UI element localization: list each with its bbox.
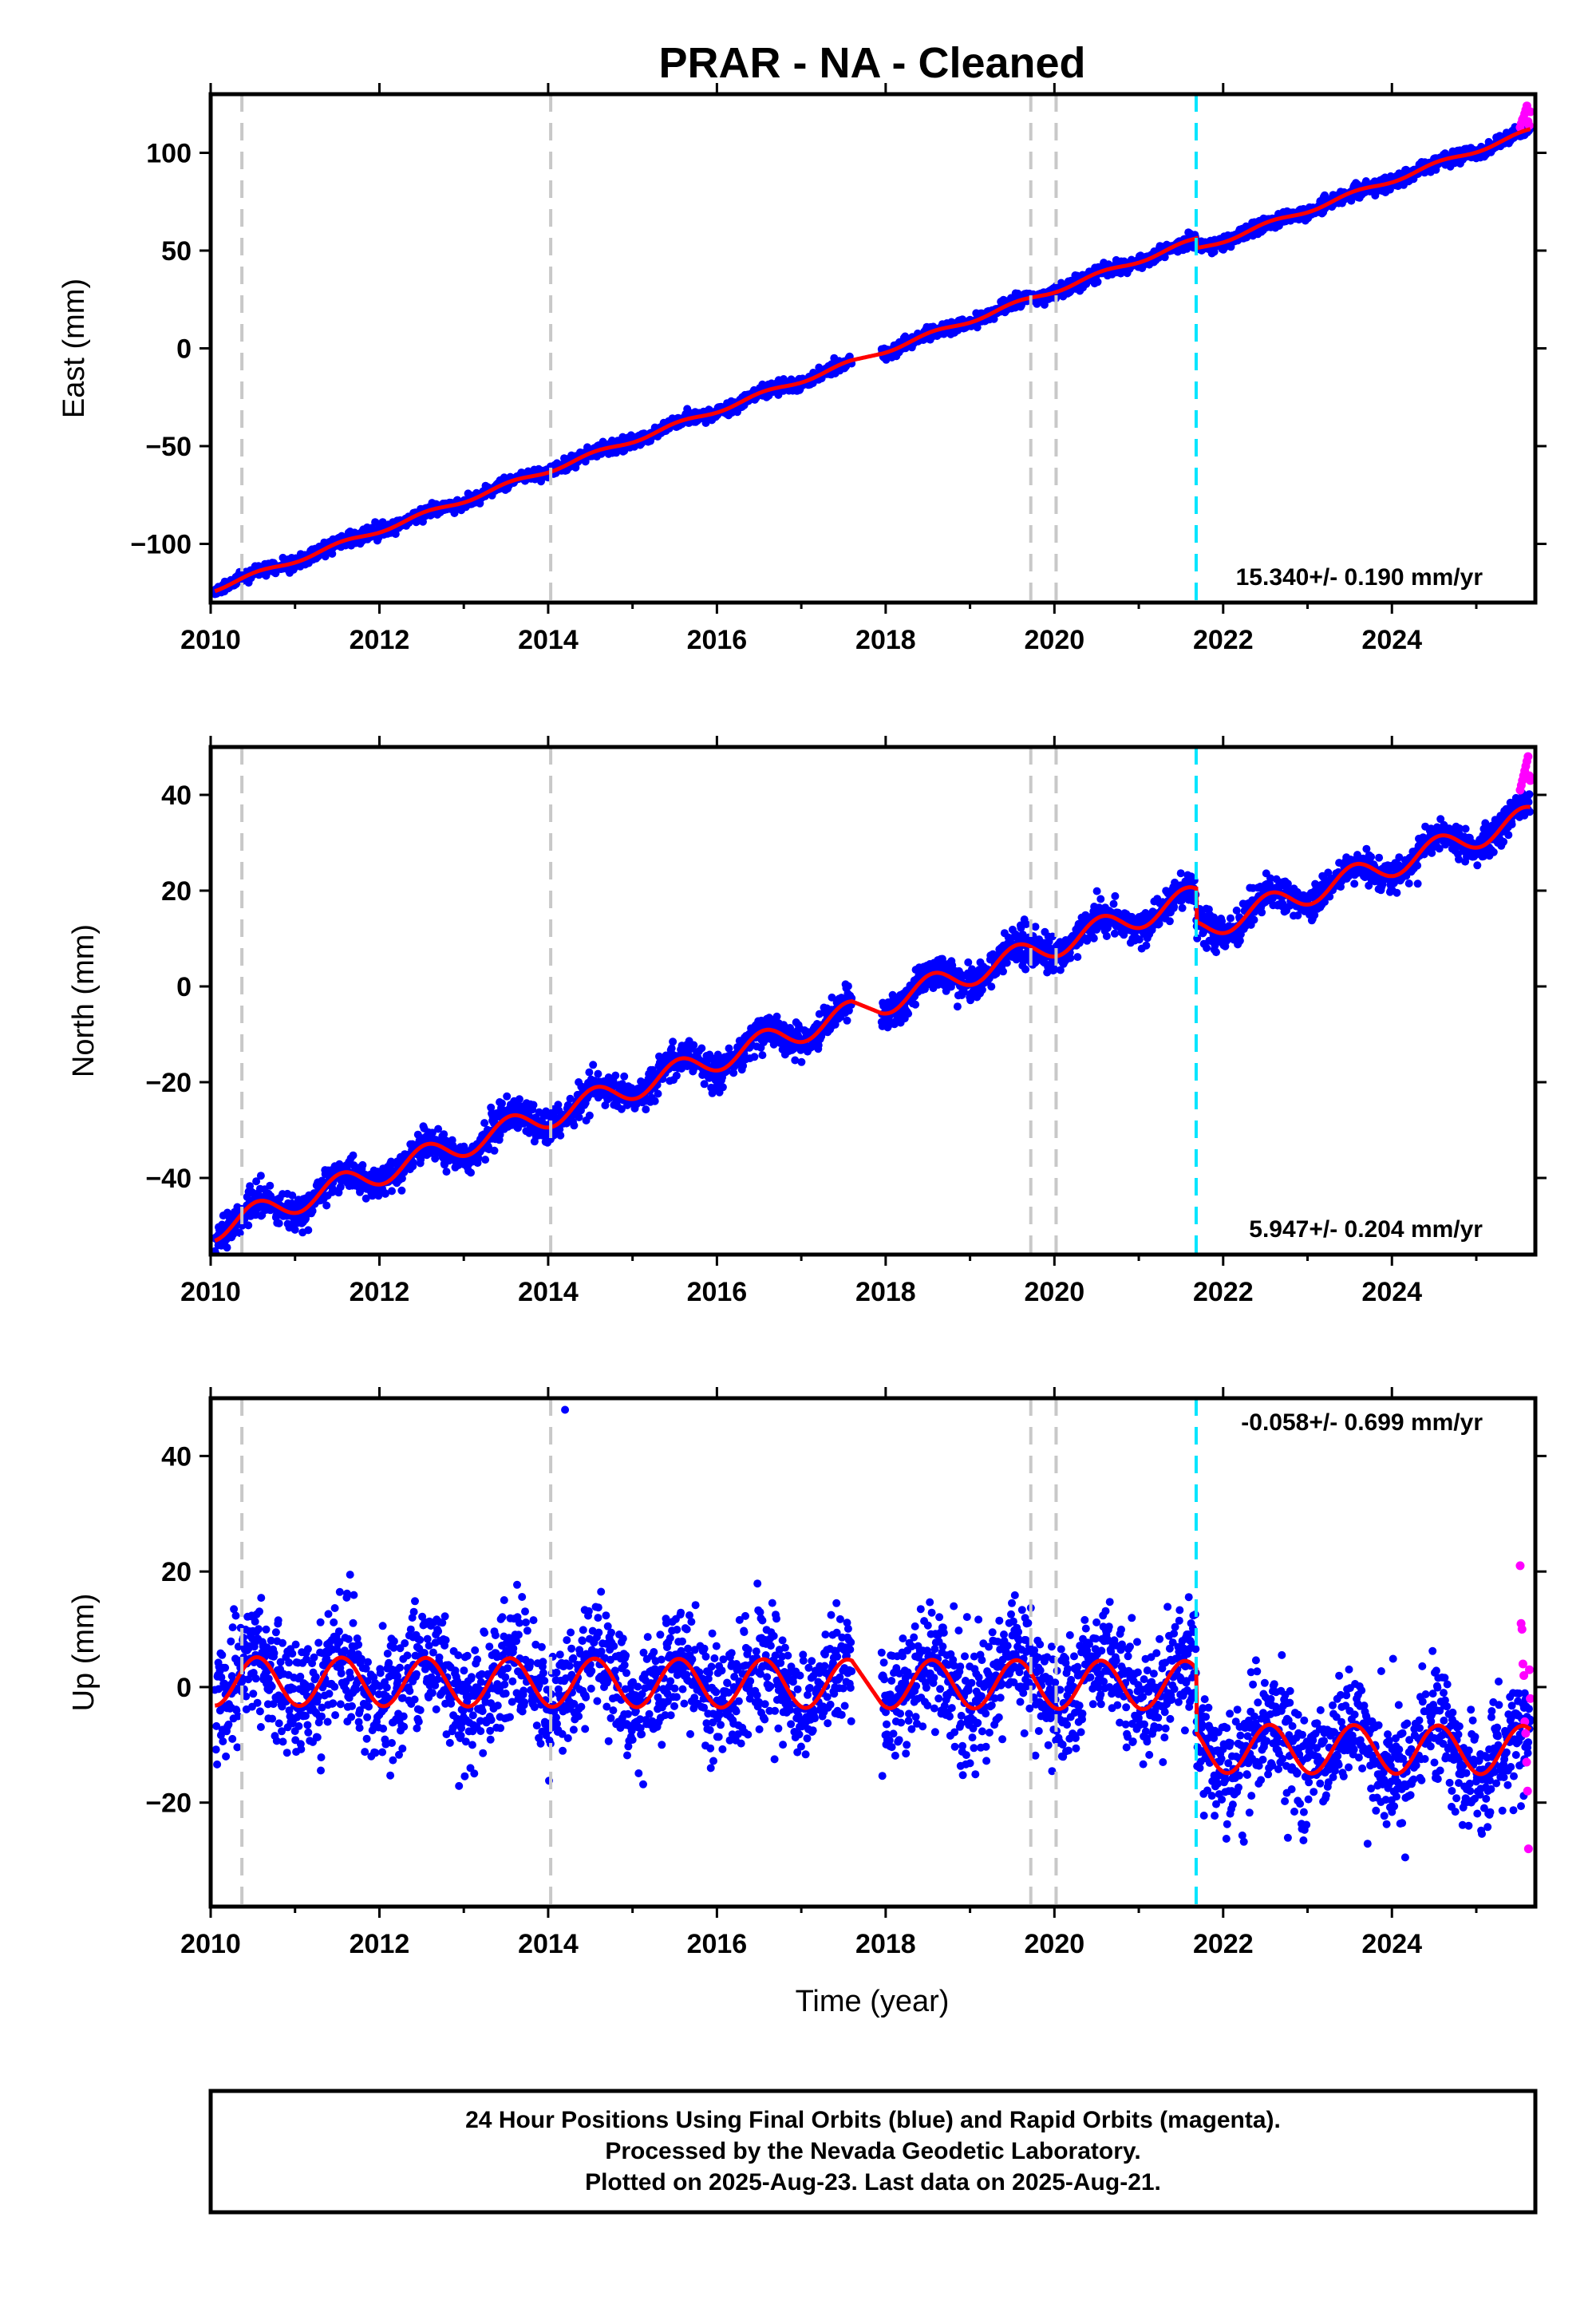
data-point bbox=[515, 1095, 523, 1104]
data-point bbox=[358, 1160, 367, 1169]
data-point bbox=[964, 958, 973, 966]
data-point bbox=[442, 1168, 451, 1176]
data-point bbox=[953, 1002, 962, 1011]
data-point bbox=[529, 1101, 538, 1109]
data-point bbox=[480, 1119, 489, 1128]
data-point bbox=[304, 1226, 313, 1235]
data-point bbox=[1021, 965, 1030, 974]
data-point bbox=[669, 1037, 678, 1046]
data-point bbox=[581, 457, 590, 466]
final-orbit-points bbox=[211, 788, 1534, 1255]
y-axis-label: East (mm) bbox=[57, 279, 91, 418]
data-point bbox=[1093, 278, 1102, 287]
rapid-point bbox=[1526, 107, 1535, 117]
data-point bbox=[490, 1146, 499, 1155]
data-point bbox=[575, 1113, 583, 1121]
data-point bbox=[397, 1174, 406, 1183]
data-point bbox=[978, 986, 986, 994]
data-point bbox=[336, 1183, 345, 1192]
x-tick-label: 2016 bbox=[687, 625, 748, 655]
figure-title: PRAR - NA - Cleaned bbox=[658, 39, 1085, 87]
data-point bbox=[1002, 958, 1011, 967]
x-tick-label: 2024 bbox=[1361, 625, 1422, 655]
y-tick-label: −50 bbox=[145, 432, 192, 462]
data-point bbox=[750, 1053, 759, 1061]
data-point bbox=[585, 1111, 594, 1120]
data-point bbox=[973, 323, 982, 332]
data-point bbox=[843, 1016, 851, 1025]
y-tick-label: 0 bbox=[176, 334, 192, 365]
y-tick-label: 100 bbox=[146, 139, 192, 169]
data-point bbox=[611, 1071, 620, 1080]
data-point bbox=[381, 1189, 389, 1198]
x-tick-label: 2018 bbox=[855, 625, 916, 655]
data-point bbox=[481, 1156, 490, 1164]
data-point bbox=[585, 1068, 594, 1077]
data-point bbox=[718, 1083, 727, 1092]
data-point bbox=[999, 967, 1007, 976]
data-point bbox=[288, 1192, 297, 1199]
data-point bbox=[308, 1207, 317, 1215]
data-point bbox=[397, 1186, 406, 1195]
data-point bbox=[391, 530, 400, 539]
y-tick-label: −100 bbox=[130, 530, 192, 560]
data-point bbox=[689, 1041, 698, 1049]
data-point bbox=[556, 1131, 565, 1140]
data-point bbox=[223, 1243, 231, 1252]
data-point bbox=[388, 1187, 396, 1196]
model-fit-line bbox=[214, 127, 1531, 594]
data-point bbox=[654, 1089, 662, 1098]
x-tick-label: 2022 bbox=[1193, 625, 1254, 655]
data-point bbox=[498, 1099, 506, 1108]
rate-label: 15.340+/- 0.190 mm/yr bbox=[1236, 564, 1483, 591]
data-point bbox=[672, 1071, 681, 1080]
data-point bbox=[361, 1194, 370, 1203]
plot-area-east bbox=[211, 101, 1535, 599]
panel-east: 2010 2012 2014 2016 2018 2020 2022 2024 −100 −50 0… bbox=[57, 83, 1547, 655]
data-point bbox=[349, 1151, 358, 1160]
data-point bbox=[987, 982, 996, 991]
data-point bbox=[620, 1072, 629, 1081]
data-point bbox=[290, 1225, 299, 1234]
data-point bbox=[1066, 954, 1075, 962]
x-tick-label: 2020 bbox=[1025, 625, 1085, 655]
data-point bbox=[1022, 920, 1031, 928]
data-point bbox=[235, 1229, 244, 1237]
data-point bbox=[589, 1061, 598, 1069]
rapid-orbit-points bbox=[1515, 101, 1535, 132]
data-point bbox=[1160, 253, 1169, 262]
x-tick-label: 2012 bbox=[350, 625, 410, 655]
final-orbit-points bbox=[211, 121, 1534, 599]
data-point bbox=[911, 1000, 920, 1009]
data-point bbox=[252, 1177, 261, 1186]
panel-north: 2010 2012 2014 2016 2018 2020 2022 2024−40−2002… bbox=[67, 736, 1547, 1307]
x-tick-label: 2010 bbox=[180, 625, 241, 655]
data-point bbox=[275, 1219, 283, 1227]
data-point bbox=[697, 1044, 706, 1053]
data-point bbox=[238, 1221, 247, 1230]
data-point bbox=[758, 1051, 767, 1060]
data-point bbox=[266, 1181, 275, 1190]
data-point bbox=[467, 1168, 475, 1177]
data-point bbox=[594, 1069, 602, 1078]
panels: 2010 2012 2014 2016 2018 2020 2022 2024 −100 −50 0… bbox=[57, 83, 1547, 1959]
data-point bbox=[843, 982, 852, 990]
plot-area-north bbox=[211, 752, 1535, 1255]
data-point bbox=[570, 1121, 579, 1130]
data-point bbox=[256, 1172, 265, 1180]
y-tick-label: 50 bbox=[161, 236, 192, 267]
data-point bbox=[322, 1201, 331, 1210]
rapid-point bbox=[1524, 121, 1534, 130]
data-point bbox=[797, 1057, 806, 1066]
data-point bbox=[642, 1105, 650, 1114]
data-point bbox=[904, 1010, 913, 1018]
data-point bbox=[1031, 923, 1040, 931]
data-point bbox=[244, 1221, 253, 1230]
data-point bbox=[650, 1097, 659, 1105]
data-point bbox=[1073, 953, 1082, 962]
x-tick-label: 2014 bbox=[518, 625, 579, 655]
data-point bbox=[503, 1092, 512, 1101]
